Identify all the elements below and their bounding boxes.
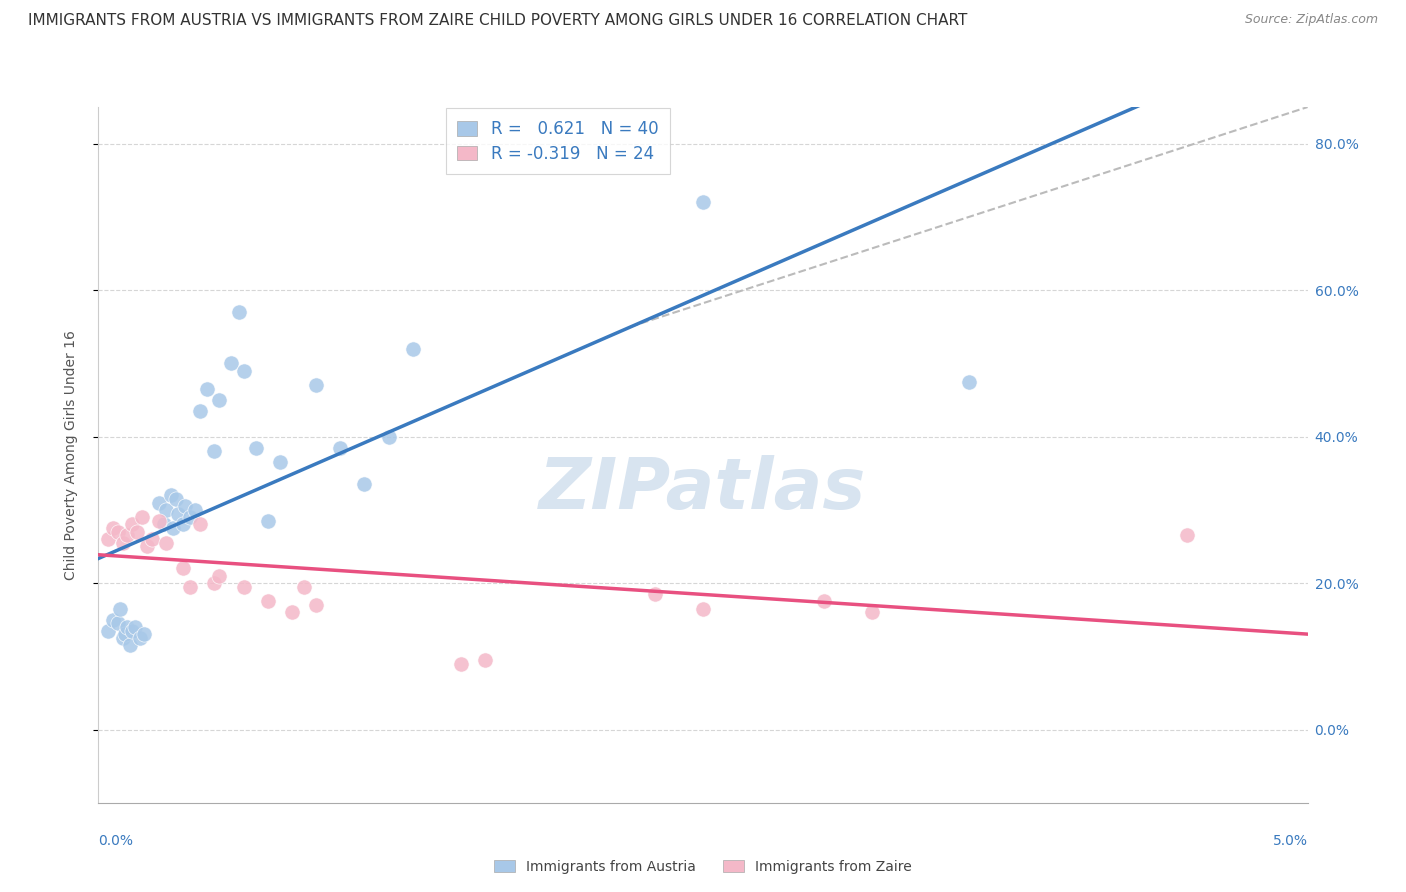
Point [377, 429, 399, 443]
Point [402, 342, 425, 356]
Point [329, 441, 352, 455]
Text: 5.0%: 5.0% [1272, 834, 1308, 848]
Y-axis label: Child Poverty Among Girls Under 16: Child Poverty Among Girls Under 16 [63, 330, 77, 580]
Point [474, 653, 496, 667]
Point [160, 488, 183, 502]
Point [228, 305, 250, 319]
Point [111, 536, 134, 550]
Point [292, 580, 315, 594]
Point [114, 627, 136, 641]
Point [127, 524, 149, 539]
Point [121, 517, 143, 532]
Point [204, 444, 226, 458]
Point [232, 364, 254, 378]
Point [148, 495, 170, 509]
Point [172, 561, 194, 575]
Point [184, 503, 207, 517]
Point [305, 598, 328, 612]
Point [353, 477, 375, 491]
Point [152, 517, 174, 532]
Point [256, 514, 278, 528]
Point [155, 536, 177, 550]
Point [165, 491, 187, 506]
Point [141, 532, 163, 546]
Point [121, 624, 143, 638]
Point [256, 594, 278, 608]
Point [97, 624, 120, 638]
Point [117, 620, 139, 634]
Text: 0.0%: 0.0% [98, 834, 134, 848]
Point [148, 514, 170, 528]
Point [813, 594, 835, 608]
Point [134, 627, 156, 641]
Point [124, 620, 146, 634]
Point [860, 606, 883, 620]
Point [167, 507, 190, 521]
Point [232, 580, 254, 594]
Point [957, 375, 980, 389]
Point [97, 532, 120, 546]
Point [305, 378, 328, 392]
Point [118, 638, 141, 652]
Point [107, 616, 129, 631]
Point [188, 404, 211, 418]
Legend: Immigrants from Austria, Immigrants from Zaire: Immigrants from Austria, Immigrants from… [488, 855, 918, 880]
Point [692, 195, 714, 210]
Point [131, 510, 153, 524]
Point [450, 657, 472, 671]
Point [208, 392, 231, 407]
Point [135, 540, 157, 554]
Point [1175, 528, 1198, 542]
Point [128, 631, 150, 645]
Point [692, 601, 714, 615]
Point [179, 580, 201, 594]
Point [195, 382, 218, 396]
Point [155, 503, 177, 517]
Text: Source: ZipAtlas.com: Source: ZipAtlas.com [1244, 13, 1378, 27]
Text: ZIPatlas: ZIPatlas [540, 455, 866, 524]
Point [101, 521, 124, 535]
Point [172, 517, 194, 532]
Point [174, 499, 197, 513]
Point [281, 606, 304, 620]
Point [208, 568, 231, 582]
Point [179, 510, 201, 524]
Point [644, 587, 666, 601]
Point [117, 528, 139, 542]
Point [269, 455, 291, 469]
Point [245, 441, 267, 455]
Text: IMMIGRANTS FROM AUSTRIA VS IMMIGRANTS FROM ZAIRE CHILD POVERTY AMONG GIRLS UNDER: IMMIGRANTS FROM AUSTRIA VS IMMIGRANTS FR… [28, 13, 967, 29]
Point [108, 601, 131, 615]
Point [162, 521, 184, 535]
Point [107, 524, 129, 539]
Point [221, 356, 243, 370]
Point [101, 613, 124, 627]
Point [204, 576, 226, 591]
Point [111, 631, 134, 645]
Point [188, 517, 211, 532]
